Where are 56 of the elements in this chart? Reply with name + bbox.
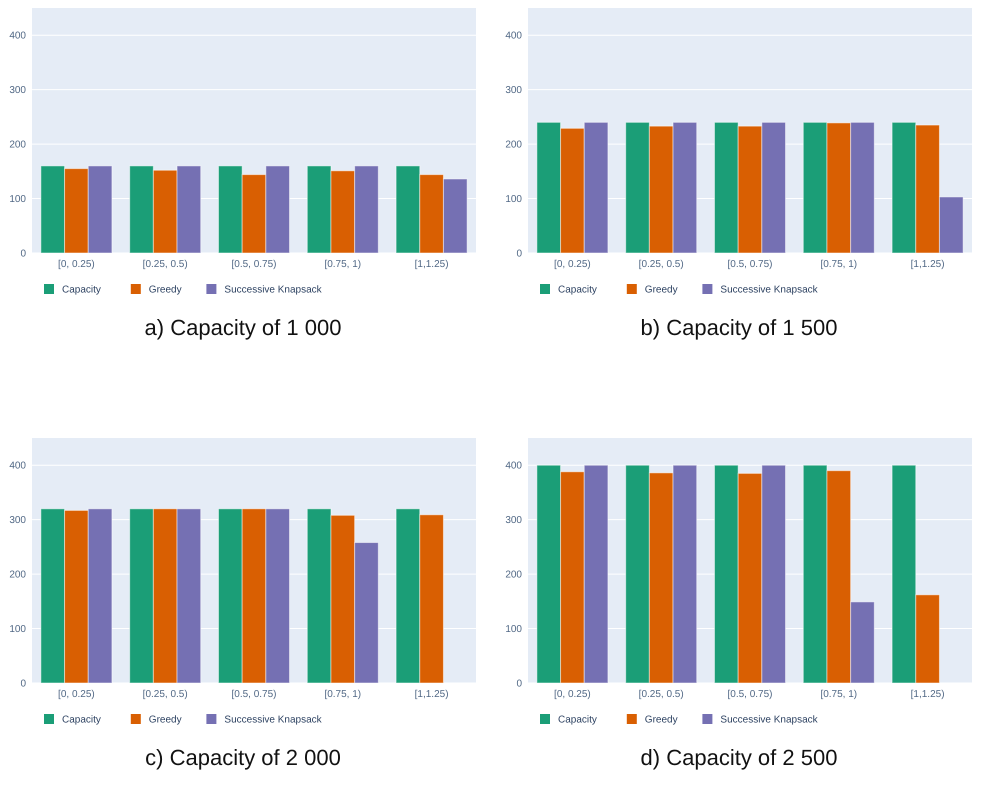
legend-label: Capacity bbox=[558, 714, 597, 726]
x-tick-label: [0.25, 0.5) bbox=[142, 259, 188, 270]
x-tick-label: [0, 0.25) bbox=[58, 259, 95, 270]
legend-label: Successive Knapsack bbox=[720, 714, 819, 726]
text: b) Capacity of 1 500 bbox=[640, 315, 838, 340]
x-tick-label: [1,1.25) bbox=[414, 689, 449, 700]
y-tick-label: 200 bbox=[9, 570, 26, 581]
x-tick-label: [0.75, 1) bbox=[820, 259, 858, 270]
y-tick-label: 100 bbox=[505, 194, 522, 206]
legend-label: Capacity bbox=[62, 714, 101, 726]
legend-label: Successive Knapsack bbox=[224, 714, 323, 726]
legend-label: Successive Knapsack bbox=[224, 284, 323, 296]
legend-label: Greedy bbox=[644, 714, 678, 726]
x-tick-label: [0.25, 0.5) bbox=[638, 689, 684, 700]
text: d) Capacity of 2 500 bbox=[640, 745, 838, 770]
x-tick-label: [0.5, 0.75) bbox=[727, 259, 773, 270]
x-tick-label: [0, 0.25) bbox=[58, 689, 95, 700]
y-tick-label: 100 bbox=[9, 624, 26, 636]
legend-label: Capacity bbox=[558, 284, 597, 296]
y-tick-label: 0 bbox=[516, 678, 522, 690]
x-tick-label: [0.5, 0.75) bbox=[727, 689, 773, 700]
x-tick-label: [0.75, 1) bbox=[820, 689, 858, 700]
y-tick-label: 200 bbox=[505, 140, 522, 151]
y-tick-label: 300 bbox=[9, 85, 26, 96]
x-tick-label: [0, 0.25) bbox=[554, 259, 591, 270]
y-tick-label: 300 bbox=[9, 515, 26, 526]
y-tick-label: 200 bbox=[505, 570, 522, 581]
x-tick-label: [0.75, 1) bbox=[324, 689, 362, 700]
legend-label: Capacity bbox=[62, 284, 101, 296]
y-tick-label: 300 bbox=[505, 515, 522, 526]
x-tick-label: [1,1.25) bbox=[910, 259, 945, 270]
y-tick-label: 400 bbox=[505, 460, 522, 472]
x-tick-label: [0.25, 0.5) bbox=[142, 689, 188, 700]
legend-label: Greedy bbox=[644, 284, 678, 296]
x-tick-label: [1,1.25) bbox=[414, 259, 449, 270]
x-tick-label: [0, 0.25) bbox=[554, 689, 591, 700]
y-tick-label: 100 bbox=[9, 194, 26, 206]
y-tick-label: 0 bbox=[20, 678, 26, 690]
text: a) Capacity of 1 000 bbox=[144, 315, 342, 340]
y-tick-label: 0 bbox=[516, 248, 522, 260]
y-tick-label: 0 bbox=[20, 248, 26, 260]
y-tick-label: 100 bbox=[505, 624, 522, 636]
y-tick-label: 400 bbox=[505, 30, 522, 42]
x-tick-label: [0.25, 0.5) bbox=[638, 259, 684, 270]
y-tick-label: 300 bbox=[505, 85, 522, 96]
legend-label: Successive Knapsack bbox=[720, 284, 819, 296]
y-tick-label: 200 bbox=[9, 140, 26, 151]
y-tick-label: 400 bbox=[9, 30, 26, 42]
text: c) Capacity of 2 000 bbox=[145, 745, 341, 770]
x-tick-label: [0.5, 0.75) bbox=[231, 259, 277, 270]
x-tick-label: [0.75, 1) bbox=[324, 259, 362, 270]
x-tick-label: [1,1.25) bbox=[910, 689, 945, 700]
x-tick-label: [0.5, 0.75) bbox=[231, 689, 277, 700]
legend-label: Greedy bbox=[148, 714, 182, 726]
legend-label: Greedy bbox=[148, 284, 182, 296]
y-tick-label: 400 bbox=[9, 460, 26, 472]
